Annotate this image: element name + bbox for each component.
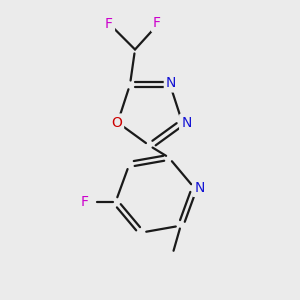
Text: F: F	[105, 17, 113, 32]
Text: N: N	[166, 76, 176, 91]
Text: N: N	[181, 116, 191, 130]
Text: N: N	[194, 181, 205, 195]
Text: F: F	[153, 16, 161, 31]
Text: O: O	[111, 116, 122, 130]
Text: F: F	[81, 195, 88, 209]
